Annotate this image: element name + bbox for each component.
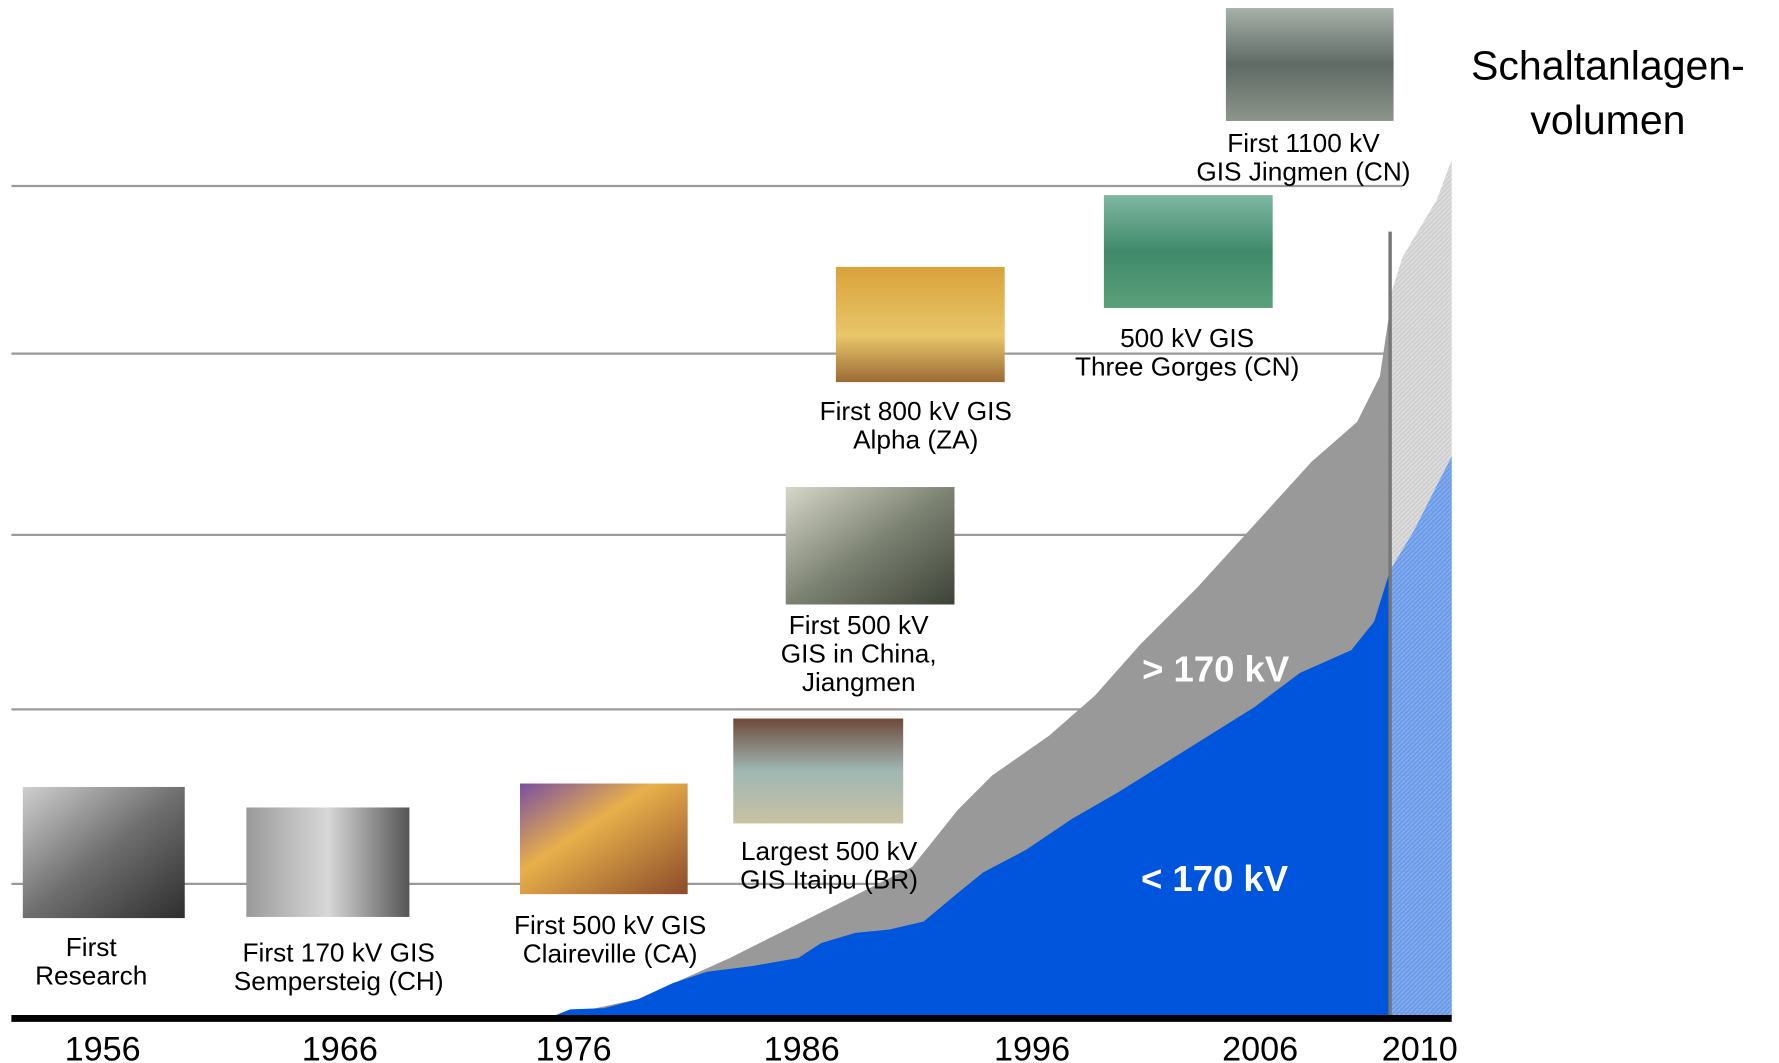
year-label: 1986 — [764, 1031, 840, 1063]
year-label: 1996 — [994, 1031, 1070, 1063]
photo — [1104, 195, 1273, 308]
milestone-label: Sempersteig (CH) — [234, 966, 444, 996]
milestone-label: GIS Jingmen (CN) — [1196, 156, 1410, 186]
area-label: > 170 kV — [1142, 648, 1290, 689]
title-line: volumen — [1530, 97, 1685, 143]
milestone-label: First 800 kV GIS — [820, 396, 1012, 426]
photo — [520, 784, 688, 895]
year-label: 1966 — [302, 1031, 378, 1063]
milestone-label: GIS in China, — [781, 639, 937, 669]
milestone-label: First 500 kV — [789, 610, 929, 640]
photo — [246, 807, 409, 916]
milestone-label: First 1100 kV — [1227, 128, 1380, 158]
milestone-label: First — [66, 932, 118, 962]
diagram: Schaltanlagen-volumen 1956 1966 1976 1986 199… — [0, 0, 1779, 1063]
photo — [786, 487, 955, 604]
milestone-label: GIS Itaipu (BR) — [740, 865, 918, 895]
year-label: 1956 — [65, 1031, 141, 1063]
milestone-label: Alpha (ZA) — [853, 424, 978, 454]
year-label: 1976 — [536, 1031, 612, 1063]
milestone-label: First 500 kV GIS — [514, 910, 706, 940]
photo — [23, 787, 185, 918]
photo — [1226, 8, 1394, 121]
title-line: Schaltanlagen- — [1471, 42, 1745, 88]
photo — [836, 267, 1005, 382]
milestone-label: Research — [35, 960, 147, 990]
area-label: < 170 kV — [1141, 858, 1289, 899]
year-label: 2006 — [1222, 1031, 1298, 1063]
milestone-label: Largest 500 kV — [741, 836, 918, 866]
milestone-label: Three Gorges (CN) — [1075, 351, 1299, 381]
page: {"title": ["Schaltanlagen-", "volumen"],… — [0, 0, 1779, 1063]
milestone-label: Claireville (CA) — [523, 939, 698, 969]
year-label: 2010 — [1382, 1031, 1458, 1063]
milestone-label: First 170 kV GIS — [243, 938, 435, 968]
milestone-label: 500 kV GIS — [1120, 323, 1254, 353]
photo — [733, 719, 903, 824]
milestone-label: Jiangmen — [802, 667, 916, 697]
